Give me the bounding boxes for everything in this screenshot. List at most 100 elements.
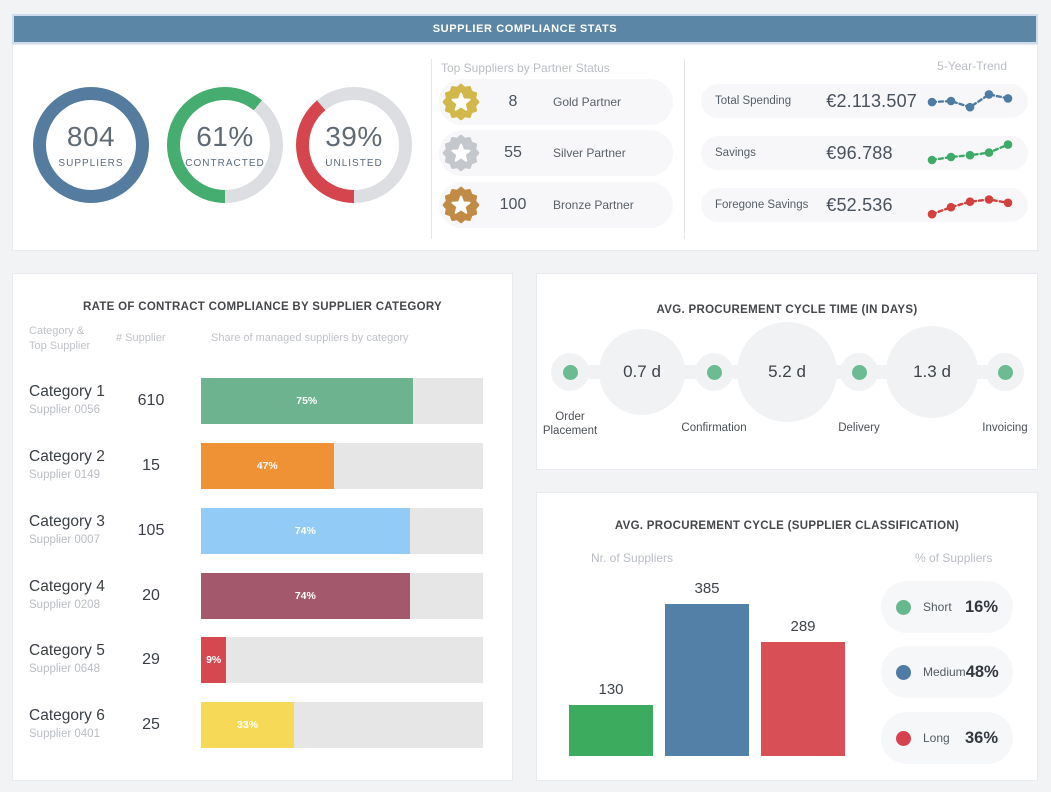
compliance-panel: RATE OF CONTRACT COMPLIANCE BY SUPPLIER … bbox=[12, 273, 513, 781]
delivery-label: Delivery bbox=[838, 422, 880, 434]
category-1-row: Category 1 Supplier 0056 610 75% bbox=[13, 378, 512, 424]
unlisted-label: UNLISTED bbox=[325, 158, 383, 169]
invoicing-node bbox=[986, 353, 1024, 391]
long-bar[interactable] bbox=[761, 642, 845, 756]
long-bar-value: 289 bbox=[790, 618, 816, 635]
long-dot-icon bbox=[896, 730, 911, 746]
compliance-bar[interactable]: 9% bbox=[201, 637, 483, 683]
legend-long[interactable]: Long 36% bbox=[881, 712, 1013, 764]
silver-medal-icon bbox=[442, 134, 480, 172]
unlisted-donut-center: 39% UNLISTED bbox=[309, 100, 399, 190]
total-spending-label: Total Spending bbox=[715, 95, 792, 107]
total-spending-row[interactable]: Total Spending €2.113.507 bbox=[701, 84, 1028, 118]
long-label: Long bbox=[923, 731, 950, 745]
suppliers-count: 804 bbox=[66, 121, 116, 152]
compliance-bar-fill[interactable]: 47% bbox=[201, 443, 334, 489]
duration-circle-2: 5.2 d bbox=[737, 322, 837, 422]
stats-panel: 804 SUPPLIERS 61% CONTRACTED 39% UNLISTE… bbox=[12, 44, 1038, 251]
savings-row[interactable]: Savings €96.788 bbox=[701, 136, 1028, 170]
compliance-bar-fill[interactable]: 74% bbox=[201, 573, 410, 619]
short-dot-icon bbox=[896, 599, 911, 615]
category-name: Category 2 bbox=[29, 448, 105, 465]
top-supplier: Supplier 0149 bbox=[29, 469, 100, 481]
compliance-bar-fill[interactable]: 74% bbox=[201, 508, 410, 554]
delivery-node bbox=[840, 353, 878, 391]
confirmation-label: Confirmation bbox=[681, 422, 747, 434]
silver-partner-row[interactable]: 55 Silver Partner bbox=[439, 130, 673, 176]
silver-partner-count: 55 bbox=[504, 144, 522, 161]
top-supplier: Supplier 0401 bbox=[29, 728, 100, 740]
supplier-count: 29 bbox=[142, 651, 160, 668]
medium-percent: 48% bbox=[965, 662, 999, 681]
gold-partner-row[interactable]: 8 Gold Partner bbox=[439, 79, 673, 125]
compliance-bar[interactable]: 74% bbox=[201, 508, 483, 554]
bronze-partner-label: Bronze Partner bbox=[553, 198, 634, 212]
supplier-count: 105 bbox=[137, 522, 165, 539]
long-percent: 36% bbox=[964, 728, 998, 747]
category-name: Category 5 bbox=[29, 642, 105, 659]
classification-title: AVG. PROCUREMENT CYCLE (SUPPLIER CLASSIF… bbox=[614, 520, 960, 532]
contracted-percent: 61% bbox=[196, 121, 254, 152]
bronze-partner-row[interactable]: 100 Bronze Partner bbox=[439, 182, 673, 228]
suppliers-donut[interactable]: 804 SUPPLIERS bbox=[33, 87, 149, 203]
category-name: Category 6 bbox=[29, 707, 105, 724]
category-name: Category 4 bbox=[29, 578, 105, 595]
contracted-label: CONTRACTED bbox=[185, 158, 265, 169]
foregone-savings-sparkline bbox=[927, 195, 1013, 219]
medium-label: Medium bbox=[923, 665, 966, 679]
savings-label: Savings bbox=[715, 147, 756, 159]
cycle-time-title: AVG. PROCUREMENT CYCLE TIME (IN DAYS) bbox=[656, 304, 918, 316]
compliance-bar[interactable]: 47% bbox=[201, 443, 483, 489]
foregone-savings-row[interactable]: Foregone Savings €52.536 bbox=[701, 188, 1028, 222]
medium-dot-icon bbox=[896, 664, 911, 680]
dashboard-title: SUPPLIER COMPLIANCE STATS bbox=[432, 23, 618, 35]
silver-partner-label: Silver Partner bbox=[553, 146, 626, 160]
top-supplier: Supplier 0648 bbox=[29, 663, 100, 675]
compliance-bar[interactable]: 74% bbox=[201, 573, 483, 619]
stage-dot-icon bbox=[562, 364, 578, 380]
total-spending-sparkline bbox=[927, 90, 1013, 112]
legend-medium[interactable]: Medium 48% bbox=[881, 646, 1013, 698]
savings-sparkline bbox=[927, 140, 1013, 165]
category-4-row: Category 4 Supplier 0208 20 74% bbox=[13, 573, 512, 619]
legend-short[interactable]: Short 16% bbox=[881, 581, 1013, 633]
foregone-savings-value: €52.536 bbox=[826, 194, 893, 215]
unlisted-percent: 39% bbox=[325, 121, 383, 152]
gold-partner-label: Gold Partner bbox=[553, 95, 622, 109]
trend-title: 5-Year-Trend bbox=[937, 59, 1007, 73]
supplier-count: 15 bbox=[142, 457, 160, 474]
column-header-supplier-count: # Supplier bbox=[116, 332, 166, 344]
compliance-bar[interactable]: 75% bbox=[201, 378, 483, 424]
contracted-donut[interactable]: 61% CONTRACTED bbox=[167, 87, 283, 203]
short-bar-value: 130 bbox=[598, 681, 624, 698]
divider bbox=[684, 59, 685, 239]
category-6-row: Category 6 Supplier 0401 25 33% bbox=[13, 702, 512, 748]
compliance-bar-fill[interactable]: 75% bbox=[201, 378, 413, 424]
duration-circle-1: 0.7 d bbox=[599, 329, 685, 415]
stage-dot-icon bbox=[851, 364, 867, 380]
stage-dot-icon bbox=[706, 364, 722, 380]
compliance-bar-fill[interactable]: 33% bbox=[201, 702, 295, 748]
compliance-panel-title: RATE OF CONTRACT COMPLIANCE BY SUPPLIER … bbox=[83, 301, 442, 313]
order-placement-label: Order Placement bbox=[542, 411, 598, 437]
foregone-savings-label: Foregone Savings bbox=[715, 199, 809, 211]
medium-bar[interactable] bbox=[665, 604, 749, 756]
stage-dot-icon bbox=[997, 364, 1013, 380]
classification-panel: AVG. PROCUREMENT CYCLE (SUPPLIER CLASSIF… bbox=[536, 492, 1038, 781]
unlisted-donut[interactable]: 39% UNLISTED bbox=[296, 87, 412, 203]
suppliers-label: SUPPLIERS bbox=[58, 158, 124, 169]
category-3-row: Category 3 Supplier 0007 105 74% bbox=[13, 508, 512, 554]
bronze-medal-icon bbox=[442, 186, 480, 224]
short-bar[interactable] bbox=[569, 705, 653, 756]
gold-medal-icon bbox=[442, 83, 480, 121]
category-2-row: Category 2 Supplier 0149 15 47% bbox=[13, 443, 512, 489]
confirmation-node bbox=[695, 353, 733, 391]
top-supplier: Supplier 0007 bbox=[29, 534, 100, 546]
short-label: Short bbox=[923, 600, 952, 614]
top-supplier: Supplier 0208 bbox=[29, 599, 100, 611]
compliance-bar[interactable]: 33% bbox=[201, 702, 483, 748]
partner-status-title: Top Suppliers by Partner Status bbox=[441, 61, 610, 75]
supplier-count: 25 bbox=[142, 716, 160, 733]
category-5-row: Category 5 Supplier 0648 29 9% bbox=[13, 637, 512, 683]
compliance-bar-fill[interactable]: 9% bbox=[201, 637, 227, 683]
